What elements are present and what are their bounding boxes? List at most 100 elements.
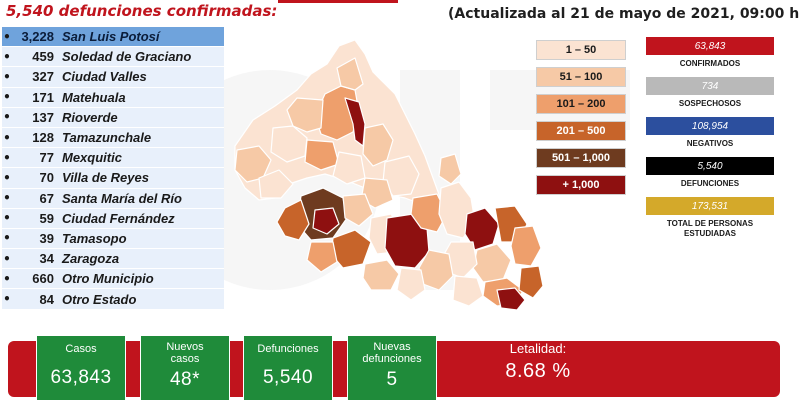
- bullet: •: [3, 292, 11, 307]
- bullet: •: [3, 49, 11, 64]
- legend-item: 101 – 200: [536, 94, 626, 114]
- card-value: 48*: [169, 369, 201, 390]
- municipality-name: Villa de Reyes: [62, 170, 149, 186]
- municipality-name: Soledad de Graciano: [62, 49, 192, 65]
- map-region: [362, 259, 400, 291]
- map-region: [518, 265, 544, 299]
- municipality-name: Zaragoza: [62, 251, 120, 267]
- stat-defunciones: 5,540 DEFUNCIONES: [646, 157, 774, 189]
- list-item: • 84 Otro Estado: [2, 289, 224, 310]
- stat-caption: TOTAL DE PERSONAS ESTUDIADAS: [666, 219, 754, 238]
- map-region: [464, 207, 500, 251]
- map-legend: 1 – 50 51 – 100 101 – 200 201 – 500 501 …: [536, 40, 626, 202]
- municipality-name: Rioverde: [62, 109, 118, 125]
- legend-item: 201 – 500: [536, 121, 626, 141]
- death-count: 660: [32, 271, 54, 287]
- map-region: [344, 97, 366, 147]
- map-region: [410, 193, 448, 233]
- death-count: 70: [39, 170, 54, 186]
- letalidad-label: Letalidad:: [509, 341, 567, 356]
- summary-band-end: [780, 353, 800, 397]
- municipality-name: Ciudad Fernández: [62, 210, 175, 226]
- bullet: •: [3, 191, 11, 206]
- bullet: •: [3, 130, 11, 145]
- stat-value: 108,954: [646, 117, 774, 135]
- list-item: • 39 Tamasopo: [2, 228, 224, 250]
- municipality-name: Mexquitic: [62, 150, 122, 166]
- card-nuevas-defunciones: Nuevas defunciones 5: [347, 335, 437, 400]
- death-count: 67: [39, 190, 54, 206]
- bullet: •: [3, 110, 11, 125]
- municipality-name: Ciudad Valles: [62, 69, 147, 85]
- card-label: Nuevos casos: [166, 341, 204, 365]
- card-casos: Casos 63,843: [36, 335, 126, 400]
- state-choropleth-map: [234, 39, 544, 311]
- municipality-name: Otro Municipio: [62, 271, 154, 287]
- card-label: Defunciones: [257, 343, 319, 355]
- municipality-name: San Luis Potosí: [62, 29, 160, 45]
- bullet: •: [3, 231, 11, 246]
- death-count: 34: [39, 251, 54, 267]
- map-region: [306, 241, 338, 273]
- legend-item: 501 – 1,000: [536, 148, 626, 168]
- card-value: 5: [386, 369, 398, 390]
- bullet: •: [3, 90, 11, 105]
- map-region: [336, 57, 364, 91]
- list-item: • 77 Mexquitic: [2, 148, 224, 169]
- update-timestamp: (Actualizada al 21 de mayo de 2021, 09:0…: [448, 6, 800, 22]
- list-item: • 459 Soledad de Graciano: [2, 47, 224, 68]
- death-count: 459: [32, 49, 54, 65]
- stat-sospechosos: 734 SOSPECHOSOS: [646, 77, 774, 109]
- death-count: 84: [39, 291, 54, 307]
- death-count: 171: [32, 89, 54, 105]
- death-count: 59: [39, 210, 54, 226]
- card-label: Casos: [65, 343, 97, 355]
- card-nuevos-casos: Nuevos casos 48*: [140, 335, 230, 400]
- map-region: [496, 287, 526, 311]
- death-count: 3,228: [21, 29, 54, 45]
- stat-caption: SOSPECHOSOS: [678, 99, 742, 108]
- municipality-name: Santa María del Río: [62, 190, 182, 206]
- map-region: [396, 267, 426, 301]
- card-value: 5,540: [262, 367, 314, 388]
- legend-item: 1 – 50: [536, 40, 626, 60]
- death-count: 77: [39, 150, 54, 166]
- map-region: [342, 193, 374, 227]
- stat-total-estudiadas: 173,531 TOTAL DE PERSONAS ESTUDIADAS: [646, 197, 774, 239]
- stat-value: 5,540: [646, 157, 774, 175]
- legend-item: + 1,000: [536, 175, 626, 195]
- list-item: • 34 Zaragoza: [2, 249, 224, 270]
- map-region: [276, 199, 310, 241]
- map-region: [362, 123, 394, 167]
- map-region: [438, 153, 462, 185]
- stat-caption: DEFUNCIONES: [680, 179, 740, 188]
- map-region: [418, 249, 454, 291]
- list-item: • 327 Ciudad Valles: [2, 67, 224, 88]
- header-accent-line: [278, 0, 398, 3]
- stat-negativos: 108,954 NEGATIVOS: [646, 117, 774, 149]
- bullet: •: [3, 170, 11, 185]
- stat-value: 63,843: [646, 37, 774, 55]
- list-item: • 59 Ciudad Fernández: [2, 208, 224, 229]
- map-region: [452, 275, 484, 307]
- list-item: • 171 Matehuala: [2, 87, 224, 108]
- stats-panel: 63,843 CONFIRMADOS 734 SOSPECHOSOS 108,9…: [646, 37, 774, 247]
- stat-value: 734: [646, 77, 774, 95]
- list-item: • 137 Rioverde: [2, 107, 224, 128]
- map-region: [510, 225, 542, 267]
- bullet: •: [3, 271, 11, 286]
- list-item: • 67 Santa María del Río: [2, 188, 224, 209]
- bullet: •: [3, 211, 11, 226]
- summary-band: Casos 63,843 Nuevos casos 48* Defuncione…: [0, 335, 800, 400]
- map-region: [332, 151, 366, 185]
- municipality-list: • 3,228 San Luis Potosí • 459 Soledad de…: [2, 27, 224, 310]
- map-region: [304, 139, 340, 171]
- bullet: •: [3, 251, 11, 266]
- map-region: [312, 207, 340, 235]
- card-label: Nuevas defunciones: [362, 341, 422, 365]
- death-count: 327: [32, 69, 54, 85]
- municipality-name: Otro Estado: [62, 291, 137, 307]
- letalidad-value: 8.68 %: [505, 360, 571, 382]
- stat-value: 173,531: [646, 197, 774, 215]
